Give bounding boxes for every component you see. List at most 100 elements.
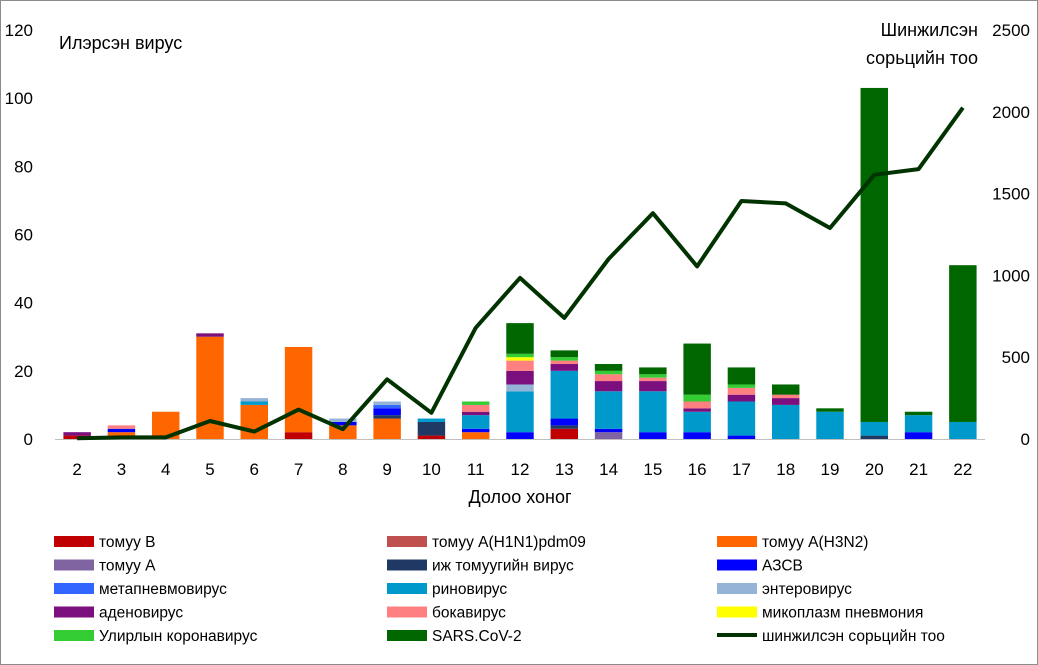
bar-0-week-10 (417, 435, 446, 439)
legend-swatch-12 (54, 630, 94, 641)
bar-12-week-17 (727, 384, 756, 388)
bar-13-week-20 (860, 87, 889, 422)
y-right-title-line1: Шинжилсэн (881, 20, 978, 40)
bar-5-week-16 (683, 432, 711, 439)
y-right-tick-2500: 2500 (992, 21, 1030, 40)
x-tick-4: 4 (161, 460, 170, 479)
bar-9-week-2 (63, 432, 91, 436)
bar-9-week-13 (550, 364, 579, 371)
y-left-tick-60: 60 (14, 226, 33, 245)
bar-13-week-22 (949, 265, 977, 422)
legend-swatch-6 (54, 583, 94, 594)
legend-swatch-1 (387, 536, 427, 547)
bar-7-week-22 (949, 421, 977, 439)
bar-4-week-20 (860, 435, 889, 439)
bar-10-week-16 (683, 401, 711, 409)
x-tick-18: 18 (776, 460, 795, 479)
bar-2-week-9 (373, 418, 401, 439)
bar-13-week-16 (683, 343, 711, 395)
bar-3-week-14 (594, 432, 623, 439)
bar-2-week-7 (284, 346, 313, 433)
bar-10-week-3 (107, 425, 136, 429)
x-tick-21: 21 (909, 460, 928, 479)
x-tick-3: 3 (117, 460, 126, 479)
x-tick-20: 20 (865, 460, 884, 479)
bar-12-week-16 (683, 394, 711, 402)
legend-label-6: метапневмовирус (99, 581, 227, 598)
legend-label-3: томуу А (99, 558, 156, 575)
legend-swatch-4 (387, 559, 427, 571)
bar-12-week-14 (594, 370, 623, 375)
bar-2-week-6 (240, 404, 269, 439)
bar-10-week-11 (461, 404, 490, 412)
y-right-tick-0: 0 (1021, 430, 1030, 449)
bar-0-week-7 (284, 432, 313, 439)
y-left-tick-20: 20 (14, 362, 33, 381)
legend-swatch-10 (387, 606, 427, 618)
y-right-tick-1000: 1000 (992, 266, 1030, 285)
bar-7-week-15 (639, 391, 667, 433)
legend-swatch-2 (717, 536, 757, 547)
legend-label-12: Улирлын коронавирус (99, 628, 258, 645)
legend-label-7: риновирус (432, 581, 507, 598)
bar-7-week-18 (771, 404, 800, 439)
bar-5-week-15 (639, 432, 667, 439)
bar-7-week-21 (904, 415, 933, 433)
bar-12-week-13 (550, 357, 579, 361)
bar-7-week-12 (506, 391, 534, 433)
bar-7-week-20 (860, 421, 889, 436)
bar-10-week-15 (639, 377, 667, 382)
bar-5-week-9 (373, 408, 401, 416)
x-tick-11: 11 (467, 460, 485, 479)
bar-0-week-13 (550, 428, 579, 439)
bar-7-week-17 (727, 401, 756, 436)
x-tick-13: 13 (555, 460, 574, 479)
bar-8-week-8 (329, 418, 357, 422)
legend-label-2: томуу A(H3N2) (762, 534, 868, 551)
bar-13-week-13 (550, 350, 579, 358)
bar-7-week-19 (816, 411, 844, 439)
bar-10-week-14 (594, 374, 623, 382)
bar-10-week-13 (550, 360, 579, 365)
legend-swatch-3 (54, 559, 94, 571)
bar-5-week-3 (107, 428, 136, 433)
bar-13-week-17 (727, 367, 756, 385)
x-axis-title: Долоо хоног (468, 487, 571, 507)
bar-5-week-8 (329, 421, 357, 426)
x-tick-8: 8 (338, 460, 347, 479)
bar-4-week-10 (417, 421, 446, 436)
legend-swatch-7 (387, 583, 427, 594)
legend-label-line: шинжилсэн сорьцийн тоо (762, 628, 945, 645)
bar-5-week-21 (904, 432, 933, 439)
bar-4-week-9 (373, 415, 401, 419)
y-left-tick-40: 40 (14, 294, 33, 313)
bar-5-week-12 (506, 432, 534, 439)
x-tick-6: 6 (250, 460, 259, 479)
x-tick-9: 9 (382, 460, 391, 479)
bar-9-week-12 (506, 370, 534, 385)
bar-8-week-6 (240, 398, 269, 402)
bar-13-week-12 (506, 323, 534, 354)
x-tick-15: 15 (643, 460, 662, 479)
bar-5-week-17 (727, 435, 756, 439)
bar-9-week-11 (461, 411, 490, 416)
bar-6-week-9 (373, 404, 401, 409)
bar-11-week-12 (506, 357, 534, 361)
bar-8-week-9 (373, 401, 401, 405)
bar-5-week-11 (461, 428, 490, 433)
x-tick-7: 7 (294, 460, 303, 479)
x-tick-5: 5 (205, 460, 214, 479)
bar-10-week-12 (506, 360, 534, 371)
bar-13-week-18 (771, 384, 800, 395)
bar-9-week-18 (771, 398, 800, 405)
bar-2-week-11 (461, 432, 490, 439)
bar-10-week-17 (727, 387, 756, 395)
y-right-tick-2000: 2000 (992, 103, 1030, 122)
legend-label-8: энтеровирус (762, 581, 852, 598)
y-right-tick-500: 500 (1002, 348, 1030, 367)
legend-swatch-11 (717, 606, 757, 618)
y-left-title: Илэрсэн вирус (59, 33, 182, 53)
legend-swatch-13 (387, 630, 427, 641)
x-tick-22: 22 (953, 460, 972, 479)
bar-7-week-14 (594, 391, 623, 429)
